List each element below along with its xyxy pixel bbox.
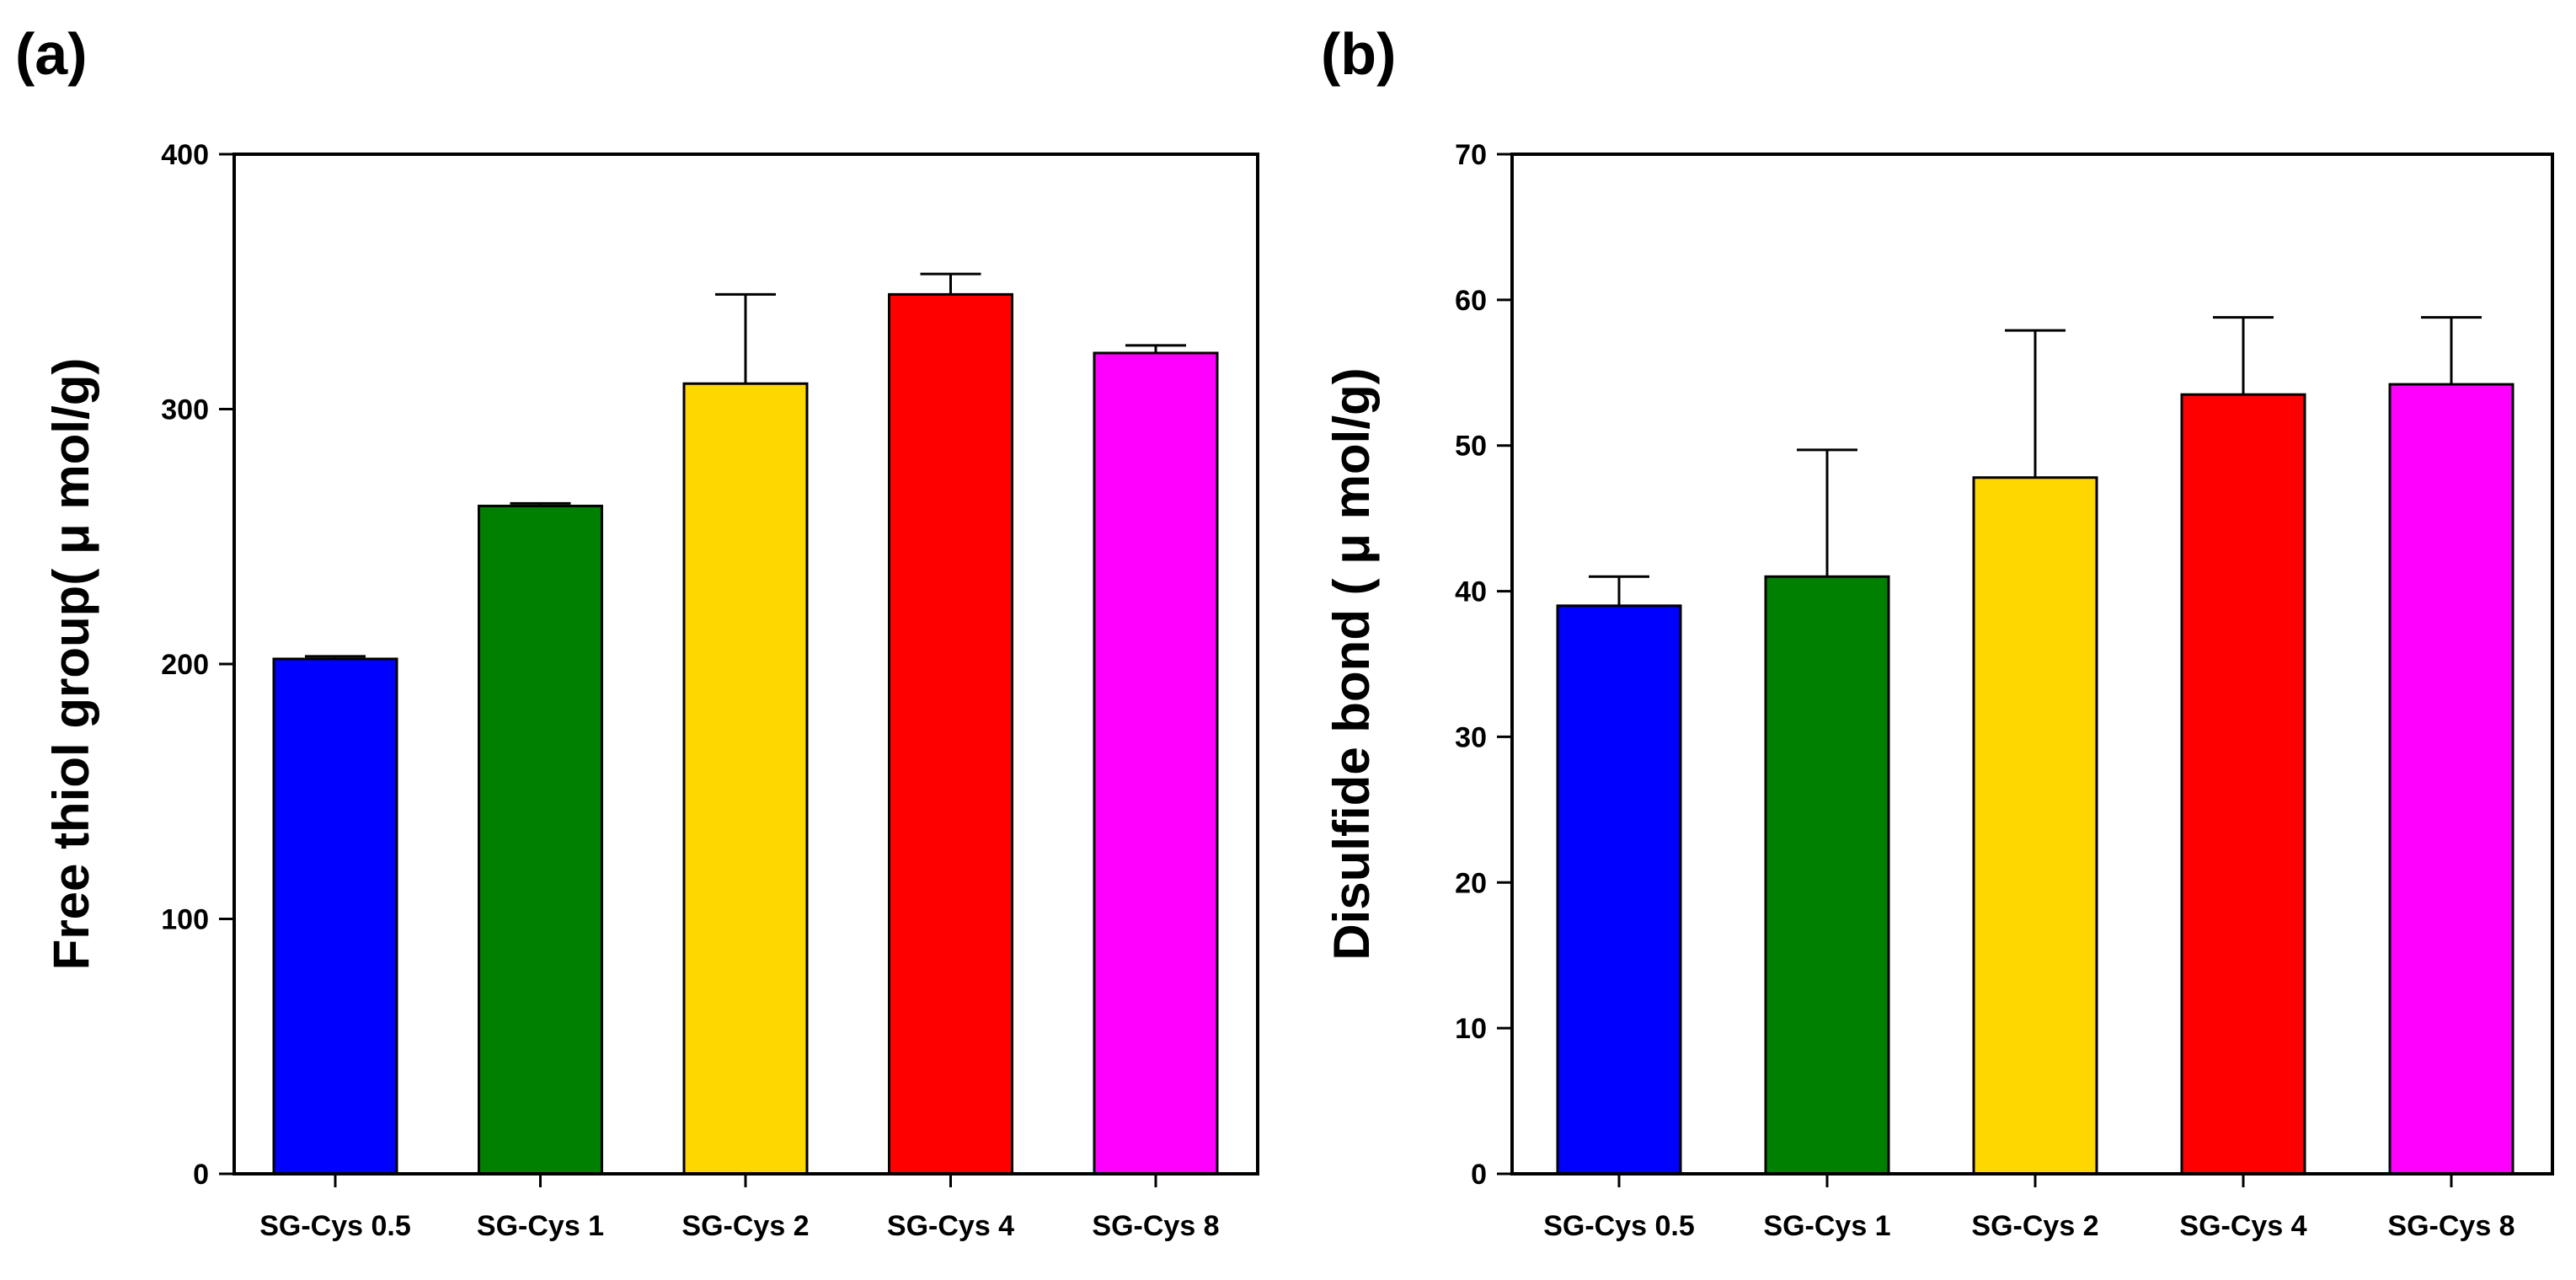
- panel-label: (a): [15, 21, 88, 87]
- bar: [272, 657, 398, 1176]
- y-tick-label: 0: [193, 1159, 209, 1191]
- x-tick-label: SG-Cys 1: [477, 1210, 604, 1242]
- y-tick-label: 0: [1471, 1159, 1487, 1191]
- y-tick-label: 30: [1455, 721, 1487, 753]
- bar: [1972, 476, 2098, 1176]
- x-tick-label: SG-Cys 2: [681, 1210, 809, 1242]
- plot-frame: [232, 153, 1259, 1176]
- y-tick-label: 100: [161, 904, 209, 936]
- bar: [478, 504, 603, 1176]
- y-tick-label: 60: [1455, 285, 1487, 317]
- y-tick-label: 50: [1455, 431, 1487, 463]
- bar: [1764, 575, 1890, 1176]
- plot-frame: [1510, 153, 2554, 1176]
- y-tick-label: 300: [161, 394, 209, 426]
- bar: [888, 292, 1013, 1176]
- bar: [682, 382, 809, 1176]
- y-axis-title: Disulfide bond ( μ mol/g): [1323, 367, 1380, 960]
- y-tick-label: 20: [1455, 867, 1487, 899]
- x-tick-label: SG-Cys 4: [887, 1210, 1014, 1242]
- y-tick-label: 40: [1455, 576, 1487, 608]
- x-tick-label: SG-Cys 8: [1092, 1210, 1219, 1242]
- y-tick-label: 400: [161, 139, 209, 171]
- y-tick-label: 10: [1455, 1013, 1487, 1045]
- bar: [1093, 351, 1219, 1176]
- bar: [2388, 383, 2515, 1176]
- x-tick-label: SG-Cys 0.5: [1543, 1210, 1695, 1242]
- panel-label: (b): [1321, 21, 1396, 87]
- bar: [2180, 393, 2306, 1176]
- x-tick-label: SG-Cys 1: [1763, 1210, 1890, 1242]
- y-axis-title: Free thiol group( μ mol/g): [43, 358, 99, 971]
- x-tick-label: SG-Cys 8: [2387, 1210, 2515, 1242]
- panel-a: (a) Free thiol group( μ mol/g) SG-Cys 0.5 S…: [15, 21, 1259, 1242]
- x-tick-label: SG-Cys 2: [1971, 1210, 2098, 1242]
- bar: [1556, 604, 1682, 1176]
- panel-b: (b) Disulfide bond ( μ mol/g) SG-Cys 0.5 SG…: [1321, 21, 2554, 1242]
- y-tick-label: 200: [161, 649, 209, 681]
- x-tick-label: SG-Cys 0.5: [259, 1210, 411, 1242]
- y-tick-label: 70: [1455, 139, 1487, 171]
- x-tick-label: SG-Cys 4: [2179, 1210, 2306, 1242]
